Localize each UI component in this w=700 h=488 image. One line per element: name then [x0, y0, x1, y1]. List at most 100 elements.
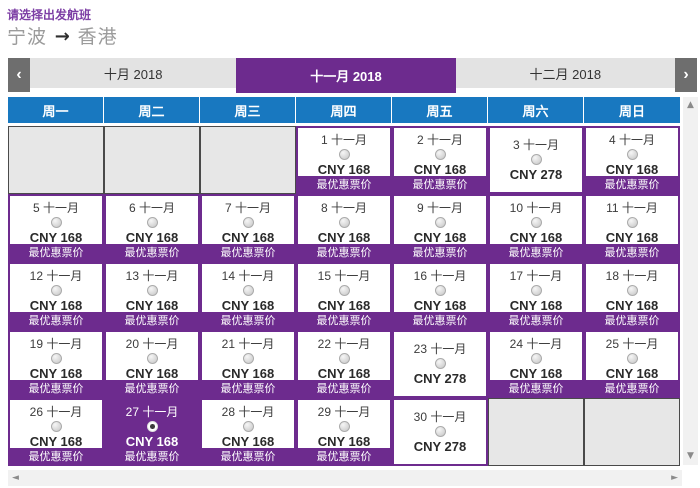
- fare-radio[interactable]: [146, 421, 158, 432]
- fare-radio[interactable]: [434, 357, 446, 369]
- fare-cell-day-19[interactable]: 19 十一月 CNY 168 最优惠票价: [8, 330, 104, 398]
- fare-radio[interactable]: [338, 421, 350, 432]
- fare-cell-day-3[interactable]: 3 十一月 CNY 278: [488, 126, 584, 194]
- fare-price: CNY 168: [605, 298, 659, 313]
- fare-radio[interactable]: [626, 353, 638, 364]
- fare-cell-day-8[interactable]: 8 十一月 CNY 168 最优惠票价: [296, 194, 392, 262]
- fare-radio[interactable]: [338, 353, 350, 364]
- fare-cell-day-24[interactable]: 24 十一月 CNY 168 最优惠票价: [488, 330, 584, 398]
- empty-day-cell: [8, 126, 104, 194]
- fare-price: CNY 278: [413, 370, 467, 386]
- fare-radio[interactable]: [434, 425, 446, 437]
- best-fare-badge: 最优惠票价: [394, 176, 486, 192]
- fare-radio[interactable]: [626, 217, 638, 228]
- fare-radio[interactable]: [50, 421, 62, 432]
- fare-radio[interactable]: [530, 353, 542, 364]
- fare-cell-day-21[interactable]: 21 十一月 CNY 168 最优惠票价: [200, 330, 296, 398]
- fare-radio[interactable]: [338, 217, 350, 228]
- best-fare-badge: 最优惠票价: [586, 312, 678, 328]
- fare-price: CNY 168: [29, 366, 83, 381]
- fare-date: 10 十一月: [509, 201, 563, 215]
- fare-date: 12 十一月: [29, 269, 83, 283]
- fare-cell-day-20[interactable]: 20 十一月 CNY 168 最优惠票价: [104, 330, 200, 398]
- fare-date: 19 十一月: [29, 337, 83, 351]
- fare-radio[interactable]: [242, 285, 254, 296]
- empty-day-cell: [488, 398, 584, 466]
- fare-cell-day-9[interactable]: 9 十一月 CNY 168 最优惠票价: [392, 194, 488, 262]
- fare-cell-day-18[interactable]: 18 十一月 CNY 168 最优惠票价: [584, 262, 680, 330]
- fare-cell-day-2[interactable]: 2 十一月 CNY 168 最优惠票价: [392, 126, 488, 194]
- vertical-scrollbar[interactable]: ▲ ▼: [683, 97, 698, 465]
- fare-price: CNY 168: [29, 434, 83, 449]
- fare-cell-day-27[interactable]: 27 十一月 CNY 168 最优惠票价: [104, 398, 200, 466]
- fare-price: CNY 168: [221, 298, 275, 313]
- fare-radio[interactable]: [146, 217, 158, 228]
- fare-date: 28 十一月: [221, 405, 275, 419]
- scroll-left-icon[interactable]: ◄: [12, 472, 19, 483]
- best-fare-badge: 最优惠票价: [394, 312, 486, 328]
- fare-cell-day-29[interactable]: 29 十一月 CNY 168 最优惠票价: [296, 398, 392, 466]
- fare-radio[interactable]: [242, 353, 254, 364]
- fare-cell-day-16[interactable]: 16 十一月 CNY 168 最优惠票价: [392, 262, 488, 330]
- fare-cell-day-12[interactable]: 12 十一月 CNY 168 最优惠票价: [8, 262, 104, 330]
- fare-cell-day-7[interactable]: 7 十一月 CNY 168 最优惠票价: [200, 194, 296, 262]
- weekday-monday: 周一: [8, 97, 104, 123]
- route-header: 宁波 → 香港: [7, 22, 118, 49]
- fare-radio[interactable]: [50, 217, 62, 228]
- fare-date: 4 十一月: [608, 133, 655, 147]
- route-arrow-icon: →: [54, 26, 70, 47]
- horizontal-scrollbar[interactable]: ◄ ►: [8, 470, 682, 486]
- fare-cell-day-4[interactable]: 4 十一月 CNY 168 最优惠票价: [584, 126, 680, 194]
- fare-radio[interactable]: [146, 353, 158, 364]
- fare-cell-day-15[interactable]: 15 十一月 CNY 168 最优惠票价: [296, 262, 392, 330]
- fare-radio[interactable]: [242, 217, 254, 228]
- fare-radio[interactable]: [530, 217, 542, 228]
- best-fare-badge: 最优惠票价: [586, 176, 678, 192]
- fare-date: 26 十一月: [29, 405, 83, 419]
- fare-cell-day-10[interactable]: 10 十一月 CNY 168 最优惠票价: [488, 194, 584, 262]
- fare-radio[interactable]: [338, 285, 350, 296]
- best-fare-badge: 最优惠票价: [202, 380, 294, 396]
- fare-radio[interactable]: [530, 153, 542, 165]
- fare-cell-day-26[interactable]: 26 十一月 CNY 168 最优惠票价: [8, 398, 104, 466]
- fare-radio[interactable]: [146, 285, 158, 296]
- fare-radio[interactable]: [626, 285, 638, 296]
- fare-radio[interactable]: [434, 285, 446, 296]
- fare-cell-day-25[interactable]: 25 十一月 CNY 168 最优惠票价: [584, 330, 680, 398]
- fare-radio[interactable]: [626, 149, 638, 160]
- fare-cell-day-17[interactable]: 17 十一月 CNY 168 最优惠票价: [488, 262, 584, 330]
- fare-cell-day-11[interactable]: 11 十一月 CNY 168 最优惠票价: [584, 194, 680, 262]
- fare-radio[interactable]: [338, 149, 350, 160]
- scroll-up-icon[interactable]: ▲: [687, 100, 694, 110]
- fare-radio[interactable]: [530, 285, 542, 296]
- tab-november-2018[interactable]: 十一月 2018: [236, 58, 456, 93]
- scroll-down-icon[interactable]: ▼: [687, 451, 694, 461]
- fare-date: 25 十一月: [605, 337, 659, 351]
- fare-radio[interactable]: [434, 149, 446, 160]
- page-title: 请选择出发航班: [7, 8, 92, 22]
- next-month-button[interactable]: ›: [674, 58, 697, 92]
- fare-price: CNY 168: [413, 230, 467, 245]
- weekday-tuesday: 周二: [104, 97, 200, 123]
- fare-cell-day-14[interactable]: 14 十一月 CNY 168 最优惠票价: [200, 262, 296, 330]
- fare-radio[interactable]: [242, 421, 254, 432]
- fare-cell-day-28[interactable]: 28 十一月 CNY 168 最优惠票价: [200, 398, 296, 466]
- fare-cell-day-6[interactable]: 6 十一月 CNY 168 最优惠票价: [104, 194, 200, 262]
- scroll-right-icon[interactable]: ►: [671, 472, 678, 483]
- fare-cell-day-1[interactable]: 1 十一月 CNY 168 最优惠票价: [296, 126, 392, 194]
- tab-december-2018[interactable]: 十二月 2018: [455, 58, 675, 88]
- fare-cell-day-22[interactable]: 22 十一月 CNY 168 最优惠票价: [296, 330, 392, 398]
- weekday-friday: 周五: [392, 97, 488, 123]
- tab-october-2018[interactable]: 十月 2018: [30, 58, 237, 88]
- fare-radio[interactable]: [50, 353, 62, 364]
- fare-cell-day-13[interactable]: 13 十一月 CNY 168 最优惠票价: [104, 262, 200, 330]
- best-fare-badge: 最优惠票价: [202, 244, 294, 260]
- fare-cell-day-5[interactable]: 5 十一月 CNY 168 最优惠票价: [8, 194, 104, 262]
- fare-radio[interactable]: [434, 217, 446, 228]
- fare-radio[interactable]: [50, 285, 62, 296]
- fare-cell-day-30[interactable]: 30 十一月 CNY 278: [392, 398, 488, 466]
- fare-price: CNY 168: [29, 298, 83, 313]
- prev-month-button[interactable]: ‹: [8, 58, 30, 92]
- fare-cell-day-23[interactable]: 23 十一月 CNY 278: [392, 330, 488, 398]
- fare-date: 13 十一月: [125, 269, 179, 283]
